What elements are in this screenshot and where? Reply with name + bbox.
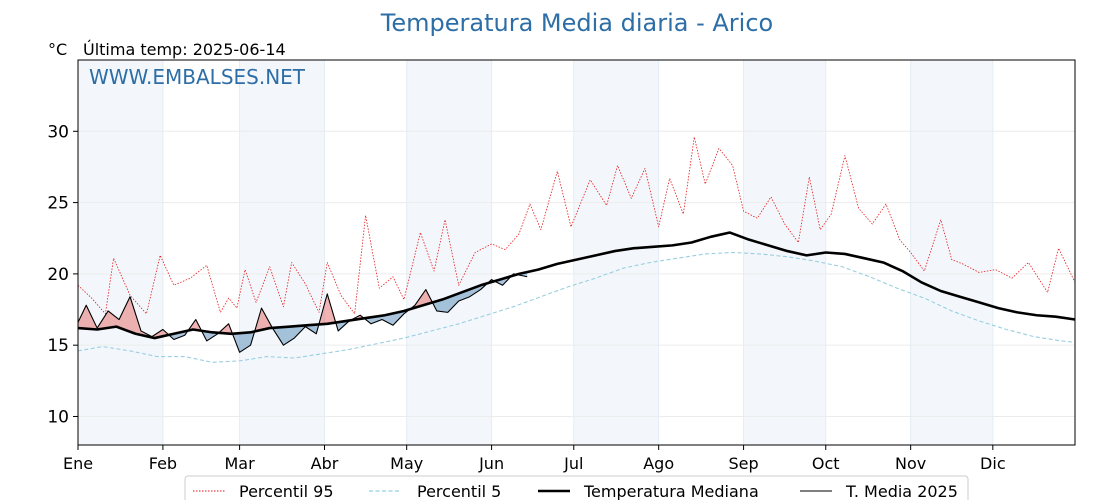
cold-anomaly-fill xyxy=(432,282,489,313)
month-bands xyxy=(78,60,993,445)
x-axis: Ene Feb Mar Abr May Jun Jul Ago Sep Oct Nov Dic xyxy=(63,445,1006,473)
y-tick-label: 30 xyxy=(47,122,69,142)
legend-label-2025: T. Media 2025 xyxy=(845,482,958,500)
watermark: WWW.EMBALSES.NET xyxy=(89,65,306,89)
x-tick-label: Jul xyxy=(563,454,583,473)
x-tick-label: Feb xyxy=(149,454,177,473)
legend-label-p5: Percentil 5 xyxy=(417,482,501,500)
chart-title: Temperatura Media diaria - Arico xyxy=(380,9,773,37)
y-tick-label: 25 xyxy=(47,194,69,214)
plot-frame xyxy=(77,59,1076,446)
warm-anomaly-fill xyxy=(188,319,203,331)
month-band xyxy=(743,60,826,445)
series-lines xyxy=(77,136,1076,363)
legend-frame xyxy=(184,475,969,504)
cold-anomaly-fill xyxy=(272,324,320,346)
x-tick-label: Ene xyxy=(63,454,93,473)
p5-line xyxy=(77,251,1076,363)
warm-anomaly-fill xyxy=(254,308,273,332)
y-axis: 10 15 20 25 30 xyxy=(47,122,78,427)
x-tick-label: Jun xyxy=(478,454,504,473)
y-tick-label: 10 xyxy=(47,407,69,427)
month-band xyxy=(239,60,325,445)
legend-label-mediana: Temperatura Mediana xyxy=(583,482,759,500)
x-tick-label: Ago xyxy=(643,454,674,473)
month-band xyxy=(78,60,163,445)
cold-anomaly-fill xyxy=(232,331,255,353)
current-year-line xyxy=(77,273,528,353)
y-tick-label: 15 xyxy=(47,336,69,356)
unit-label: °C xyxy=(48,40,67,59)
x-tick-label: Nov xyxy=(895,454,926,473)
x-tick-label: Abr xyxy=(311,454,339,473)
month-band xyxy=(406,60,492,445)
month-band xyxy=(910,60,993,445)
median-line xyxy=(77,231,1076,340)
legend-label-p95: Percentil 95 xyxy=(239,482,334,500)
p95-line xyxy=(77,136,1076,315)
last-temp-label: Última temp: 2025-06-14 xyxy=(83,40,286,59)
warm-anomaly-fill xyxy=(319,293,337,325)
x-tick-label: Sep xyxy=(729,454,759,473)
legend: Percentil 95 Percentil 5 Temperatura Med… xyxy=(184,475,969,504)
y-tick-label: 20 xyxy=(47,265,69,285)
x-tick-label: Oct xyxy=(812,454,840,473)
x-tick-label: May xyxy=(390,454,423,473)
x-tick-label: Dic xyxy=(980,454,1006,473)
x-tick-label: Mar xyxy=(225,454,256,473)
month-band xyxy=(573,60,659,445)
